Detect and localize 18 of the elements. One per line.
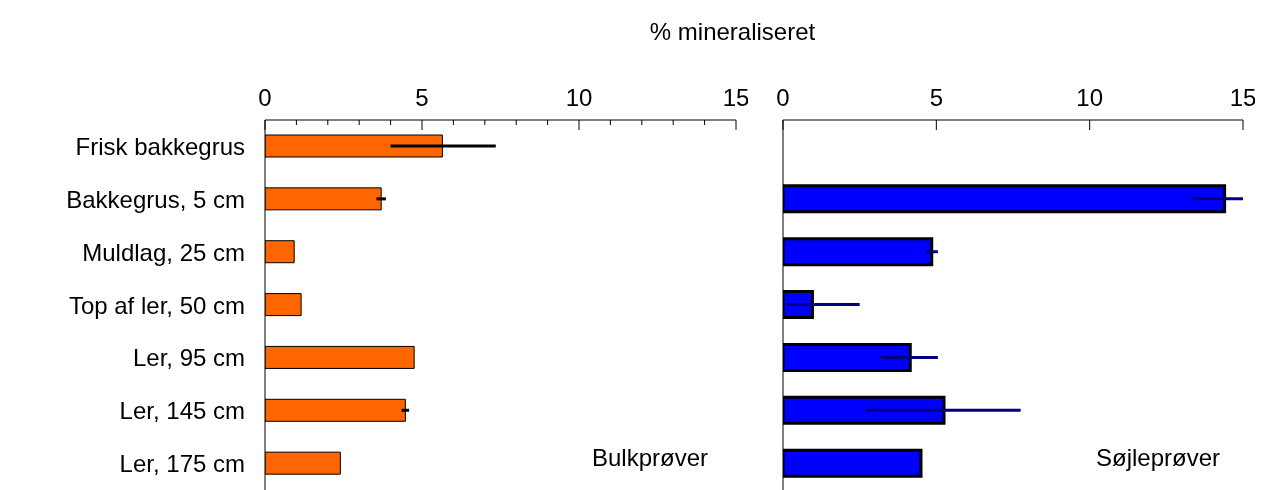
x-tick-label: 5 — [415, 84, 429, 111]
annotation: Søjleprøver — [1095, 444, 1220, 472]
annotation: Bulkprøver — [591, 444, 708, 472]
y-tick-label: Ler, 95 cm — [132, 344, 245, 372]
y-tick-label: Top af ler, 50 cm — [68, 291, 245, 319]
y-tick-label: Muldlag, 25 cm — [82, 238, 245, 266]
y-tick-label: Frisk bakkegrus — [75, 132, 245, 160]
y-tick-label: Bakkegrus, 5 cm — [66, 185, 245, 213]
x-tick-label: 10 — [1076, 84, 1104, 111]
x-tick-label: 0 — [258, 84, 272, 111]
x-tick-label: 0 — [776, 84, 790, 111]
x-tick-label: 10 — [565, 84, 593, 111]
x-tick-label: 5 — [929, 84, 944, 111]
x-tick-label: 15 — [722, 84, 750, 111]
x-tick-label: 15 — [1229, 84, 1257, 111]
x-axis-title: % mineraliseret — [648, 18, 817, 46]
y-tick-label: Ler, 175 cm — [119, 450, 245, 478]
y-tick-label: Ler, 145 cm — [119, 397, 245, 425]
